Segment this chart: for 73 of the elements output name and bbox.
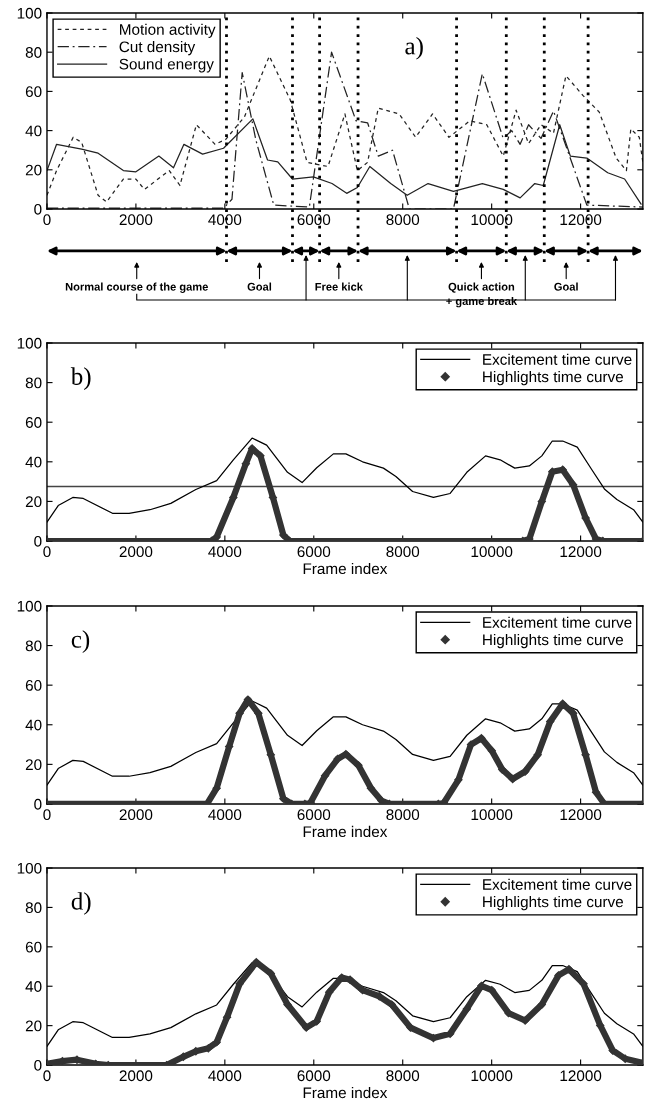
x-tick-label: 8000	[386, 1070, 420, 1082]
x-tick-label: 0	[43, 546, 51, 558]
y-tick-label: 80	[25, 377, 42, 389]
x-tick-label: 12000	[560, 809, 602, 821]
x-tick-label: 10000	[471, 1070, 513, 1082]
x-tick-label: 6000	[297, 1070, 331, 1082]
text: a)	[405, 36, 423, 60]
x-tick-label: 10000	[471, 809, 513, 821]
y-tick-label: 40	[25, 981, 42, 992]
text: d)	[71, 892, 91, 915]
y-tick-label: 0	[34, 203, 42, 215]
x-tick-label: 8000	[386, 214, 420, 226]
text: Goal	[554, 282, 578, 291]
x-tick-label: 2000	[119, 1070, 153, 1082]
legend-label: Highlights time curve	[483, 370, 624, 386]
y-tick-label: 100	[17, 7, 42, 19]
legend-label: Excitement time curve	[483, 353, 632, 365]
y-tick-label: 0	[34, 535, 42, 547]
y-tick-label: 100	[17, 600, 42, 612]
legend-label: Highlights time curve	[483, 633, 624, 649]
x-tick-label: 2000	[119, 546, 153, 558]
text: Goal	[247, 282, 272, 291]
y-tick-label: 20	[25, 164, 42, 176]
x-tick-label: 0	[43, 1070, 51, 1082]
x-axis-title: Frame index	[303, 1086, 388, 1099]
text: Free kick	[315, 282, 363, 291]
y-tick-label: 60	[25, 86, 42, 98]
x-tick-label: 12000	[560, 214, 602, 226]
y-tick-label: 0	[34, 1059, 42, 1071]
y-tick-label: 40	[25, 456, 42, 468]
x-tick-label: 8000	[386, 546, 420, 558]
x-tick-label: 0	[43, 214, 51, 226]
text: Quick action + game break	[446, 282, 518, 308]
y-tick-label: 20	[25, 759, 42, 771]
x-tick-label: 4000	[208, 809, 242, 821]
x-axis-title: Frame index	[303, 825, 388, 838]
y-tick-label: 100	[17, 862, 42, 874]
legend-label: Highlights time curve	[483, 896, 624, 911]
legend-label: Motion activity	[120, 23, 216, 38]
x-tick-label: 12000	[560, 546, 602, 558]
x-axis-title: Frame index	[303, 562, 388, 575]
y-tick-label: 80	[25, 640, 42, 652]
y-tick-label: 60	[25, 417, 42, 428]
text: Normal course of the game	[65, 282, 208, 293]
x-tick-label: 4000	[208, 1070, 242, 1082]
y-tick-label: 60	[25, 680, 42, 691]
x-tick-label: 4000	[208, 546, 242, 558]
y-tick-label: 60	[25, 941, 42, 953]
y-tick-label: 20	[25, 1020, 42, 1032]
x-tick-label: 2000	[119, 214, 153, 226]
x-tick-label: 6000	[297, 809, 331, 821]
x-tick-label: 10000	[471, 214, 513, 226]
legend-label: Sound energy	[119, 58, 214, 73]
x-tick-label: 12000	[560, 1070, 602, 1082]
y-tick-label: 80	[25, 902, 42, 914]
x-tick-label: 4000	[208, 214, 242, 226]
legend-label: Cut density	[119, 40, 196, 56]
y-tick-label: 20	[25, 496, 42, 508]
x-tick-label: 6000	[297, 214, 331, 226]
y-tick-label: 40	[25, 125, 42, 137]
x-tick-label: 10000	[471, 546, 513, 558]
y-tick-label: 80	[25, 47, 42, 58]
legend-label: Excitement time curve	[483, 878, 632, 890]
y-tick-label: 0	[34, 798, 42, 810]
legend-label: Excitement time curve	[483, 616, 632, 628]
x-tick-label: 8000	[386, 809, 420, 821]
x-tick-label: 0	[43, 809, 51, 821]
y-tick-label: 40	[25, 719, 42, 731]
text: c)	[71, 630, 90, 653]
x-tick-label: 2000	[119, 809, 153, 821]
y-tick-label: 100	[17, 337, 42, 349]
text: b)	[70, 367, 91, 390]
x-tick-label: 6000	[297, 546, 331, 558]
